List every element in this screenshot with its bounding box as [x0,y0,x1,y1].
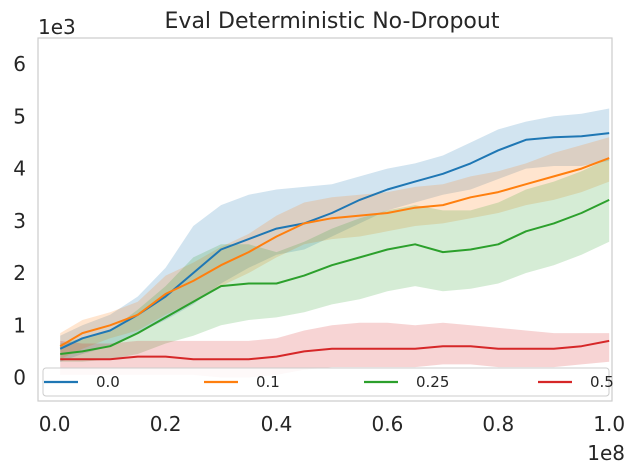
legend: 0.0 0.1 0.25 0.5 [42,367,614,397]
y-tick-label: 1 [13,313,26,337]
x-offset-label: 1e8 [587,441,625,465]
series-lines [59,132,610,361]
x-tick-label: 0.8 [482,412,514,436]
band-0.25 [60,158,610,362]
band-0.1 [60,137,610,360]
legend-label-1: 0.1 [256,373,280,391]
y-tick-label: 0 [13,366,26,390]
x-tick-label: 0.6 [371,412,403,436]
y-tick-label: 4 [13,157,26,181]
y-tick-label: 3 [13,209,26,233]
y-axis-ticks: 0 1 2 3 4 5 6 [13,52,26,389]
y-tick-label: 6 [13,52,26,76]
x-tick-label: 0.0 [39,412,71,436]
x-tick-label: 1.0 [593,412,625,436]
y-tick-label: 5 [13,104,26,128]
legend-label-2: 0.25 [416,373,449,391]
x-axis-ticks: 0.0 0.2 0.4 0.6 0.8 1.0 [39,412,625,436]
line-0.1 [59,157,610,348]
plot-area-frame [37,37,613,402]
x-tick-label: 0.2 [150,412,182,436]
band-0.5 [60,322,610,378]
legend-box [42,367,610,397]
confidence-bands [60,108,610,378]
legend-label-3: 0.5 [590,373,614,391]
line-0.25 [60,198,610,355]
legend-label-0: 0.0 [96,373,120,391]
chart-title: Eval Deterministic No-Dropout [165,9,500,34]
y-offset-label: 1e3 [38,15,76,39]
y-tick-label: 2 [13,261,26,285]
line-0.5 [60,339,610,361]
x-tick-label: 0.4 [261,412,293,436]
